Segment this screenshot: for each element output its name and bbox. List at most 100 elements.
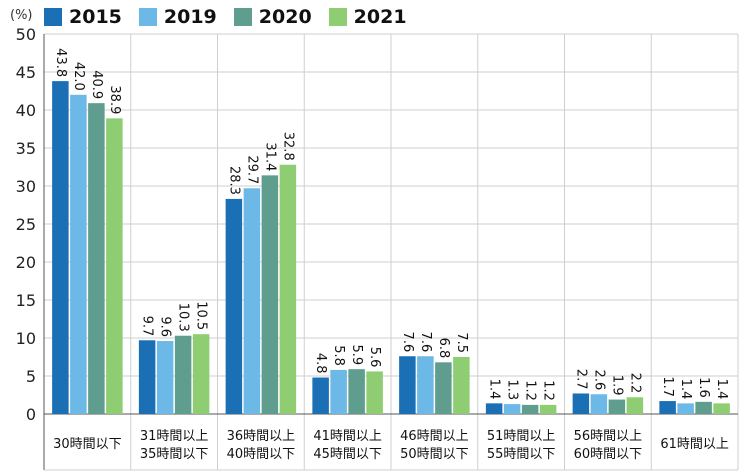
legend-label-2021: 2021 <box>353 6 407 28</box>
x-category-label: 41時間以上 <box>313 429 382 444</box>
y-tick-label: 45 <box>16 63 36 82</box>
bar-2020 <box>435 362 452 414</box>
data-label: 40.9 <box>89 70 104 99</box>
legend: 2015 2019 2020 2021 <box>44 6 407 28</box>
y-tick-label: 40 <box>16 101 36 120</box>
bar-2020 <box>521 404 539 414</box>
data-label: 1.4 <box>714 379 729 400</box>
bar-2020 <box>695 401 712 414</box>
bar-2021 <box>279 164 297 414</box>
x-category-label: 60時間以下 <box>574 447 643 462</box>
y-tick-label: 50 <box>16 25 36 44</box>
y-tick-label: 20 <box>16 253 36 272</box>
data-label: 1.4 <box>678 379 693 400</box>
data-label: 38.9 <box>107 85 122 114</box>
data-label: 10.5 <box>194 301 209 330</box>
data-label: 1.6 <box>696 377 711 398</box>
x-category-label: 36時間以上 <box>227 429 296 444</box>
bar-2019 <box>677 403 694 414</box>
bar-2020 <box>348 369 365 414</box>
data-label: 29.7 <box>244 155 259 184</box>
data-label: 10.3 <box>176 303 191 332</box>
x-category-label: 45時間以下 <box>313 447 382 462</box>
bar-2015 <box>485 403 503 414</box>
data-label: 2.7 <box>573 369 588 390</box>
x-category-label: 40時間以下 <box>227 447 296 462</box>
bar-2015 <box>312 377 329 414</box>
bar-2019 <box>156 341 174 414</box>
bar-2019 <box>70 94 87 415</box>
bar-2021 <box>713 403 730 414</box>
bar-2021 <box>366 371 383 414</box>
y-tick-label: 25 <box>16 215 36 234</box>
x-category-label: 56時間以上 <box>574 429 643 444</box>
bar-2019 <box>417 356 434 414</box>
data-label: 1.9 <box>609 375 624 396</box>
data-label: 4.8 <box>313 353 328 374</box>
x-category-label: 51時間以上 <box>487 429 556 444</box>
data-label: 43.8 <box>53 48 68 77</box>
legend-label-2019: 2019 <box>163 6 217 28</box>
data-label: 1.2 <box>541 380 556 401</box>
x-category-label: 30時間以下 <box>53 437 122 452</box>
data-label: 2.6 <box>591 370 606 391</box>
x-category-label: 61時間以上 <box>660 437 729 452</box>
y-tick-label: 0 <box>26 405 36 424</box>
data-label: 1.7 <box>660 376 675 397</box>
y-tick-label: 10 <box>16 329 36 348</box>
data-label: 42.0 <box>71 62 86 91</box>
y-tick-label: 35 <box>16 139 36 158</box>
data-label: 5.8 <box>331 345 346 366</box>
legend-swatch-2021 <box>328 8 347 26</box>
bar-2015 <box>659 401 676 414</box>
data-label: 32.8 <box>280 132 295 161</box>
bar-2015 <box>225 198 243 414</box>
data-label: 1.2 <box>523 380 538 401</box>
data-label: 9.6 <box>158 316 173 337</box>
bar-2021 <box>453 357 470 414</box>
y-tick-label: 15 <box>16 291 36 310</box>
y-tick-label: 5 <box>26 367 36 386</box>
bar-2020 <box>88 103 105 414</box>
bar-2021 <box>539 404 557 414</box>
legend-item-2021: 2021 <box>328 6 407 28</box>
data-label: 31.4 <box>262 142 277 171</box>
bar-2020 <box>261 175 279 414</box>
legend-item-2015: 2015 <box>44 6 122 28</box>
legend-swatch-2020 <box>233 8 252 26</box>
bar-2015 <box>138 340 156 414</box>
y-tick-label: 30 <box>16 177 36 196</box>
bar-2015 <box>399 356 416 414</box>
data-label: 1.4 <box>487 379 502 400</box>
bar-2015 <box>52 81 69 415</box>
x-category-label: 35時間以下 <box>140 447 209 462</box>
data-label: 6.8 <box>436 338 451 359</box>
bar-2015 <box>572 393 590 414</box>
data-label: 9.7 <box>140 316 155 337</box>
x-category-label: 55時間以下 <box>487 447 556 462</box>
x-category-label: 31時間以上 <box>140 429 209 444</box>
bar-2021 <box>106 118 123 415</box>
legend-item-2020: 2020 <box>233 6 312 28</box>
legend-swatch-2015 <box>44 8 62 26</box>
data-label: 1.3 <box>505 379 520 400</box>
bar-2021 <box>192 334 210 414</box>
x-category-label: 50時間以下 <box>400 447 469 462</box>
bar-2021 <box>626 397 644 414</box>
legend-item-2019: 2019 <box>138 6 217 28</box>
data-label: 28.3 <box>226 166 241 195</box>
data-label: 7.6 <box>418 332 433 353</box>
legend-swatch-2019 <box>138 8 157 26</box>
y-axis-unit: (%) <box>10 8 33 23</box>
bar-2019 <box>243 188 261 414</box>
legend-label-2015: 2015 <box>69 6 122 28</box>
data-label: 5.9 <box>349 344 364 365</box>
data-label: 5.6 <box>367 347 382 368</box>
legend-label-2020: 2020 <box>258 6 312 28</box>
bar-2020 <box>174 335 192 414</box>
bar-2019 <box>330 369 347 414</box>
data-label: 7.6 <box>400 332 415 353</box>
data-label: 7.5 <box>454 332 469 353</box>
bar-2019 <box>503 404 521 414</box>
